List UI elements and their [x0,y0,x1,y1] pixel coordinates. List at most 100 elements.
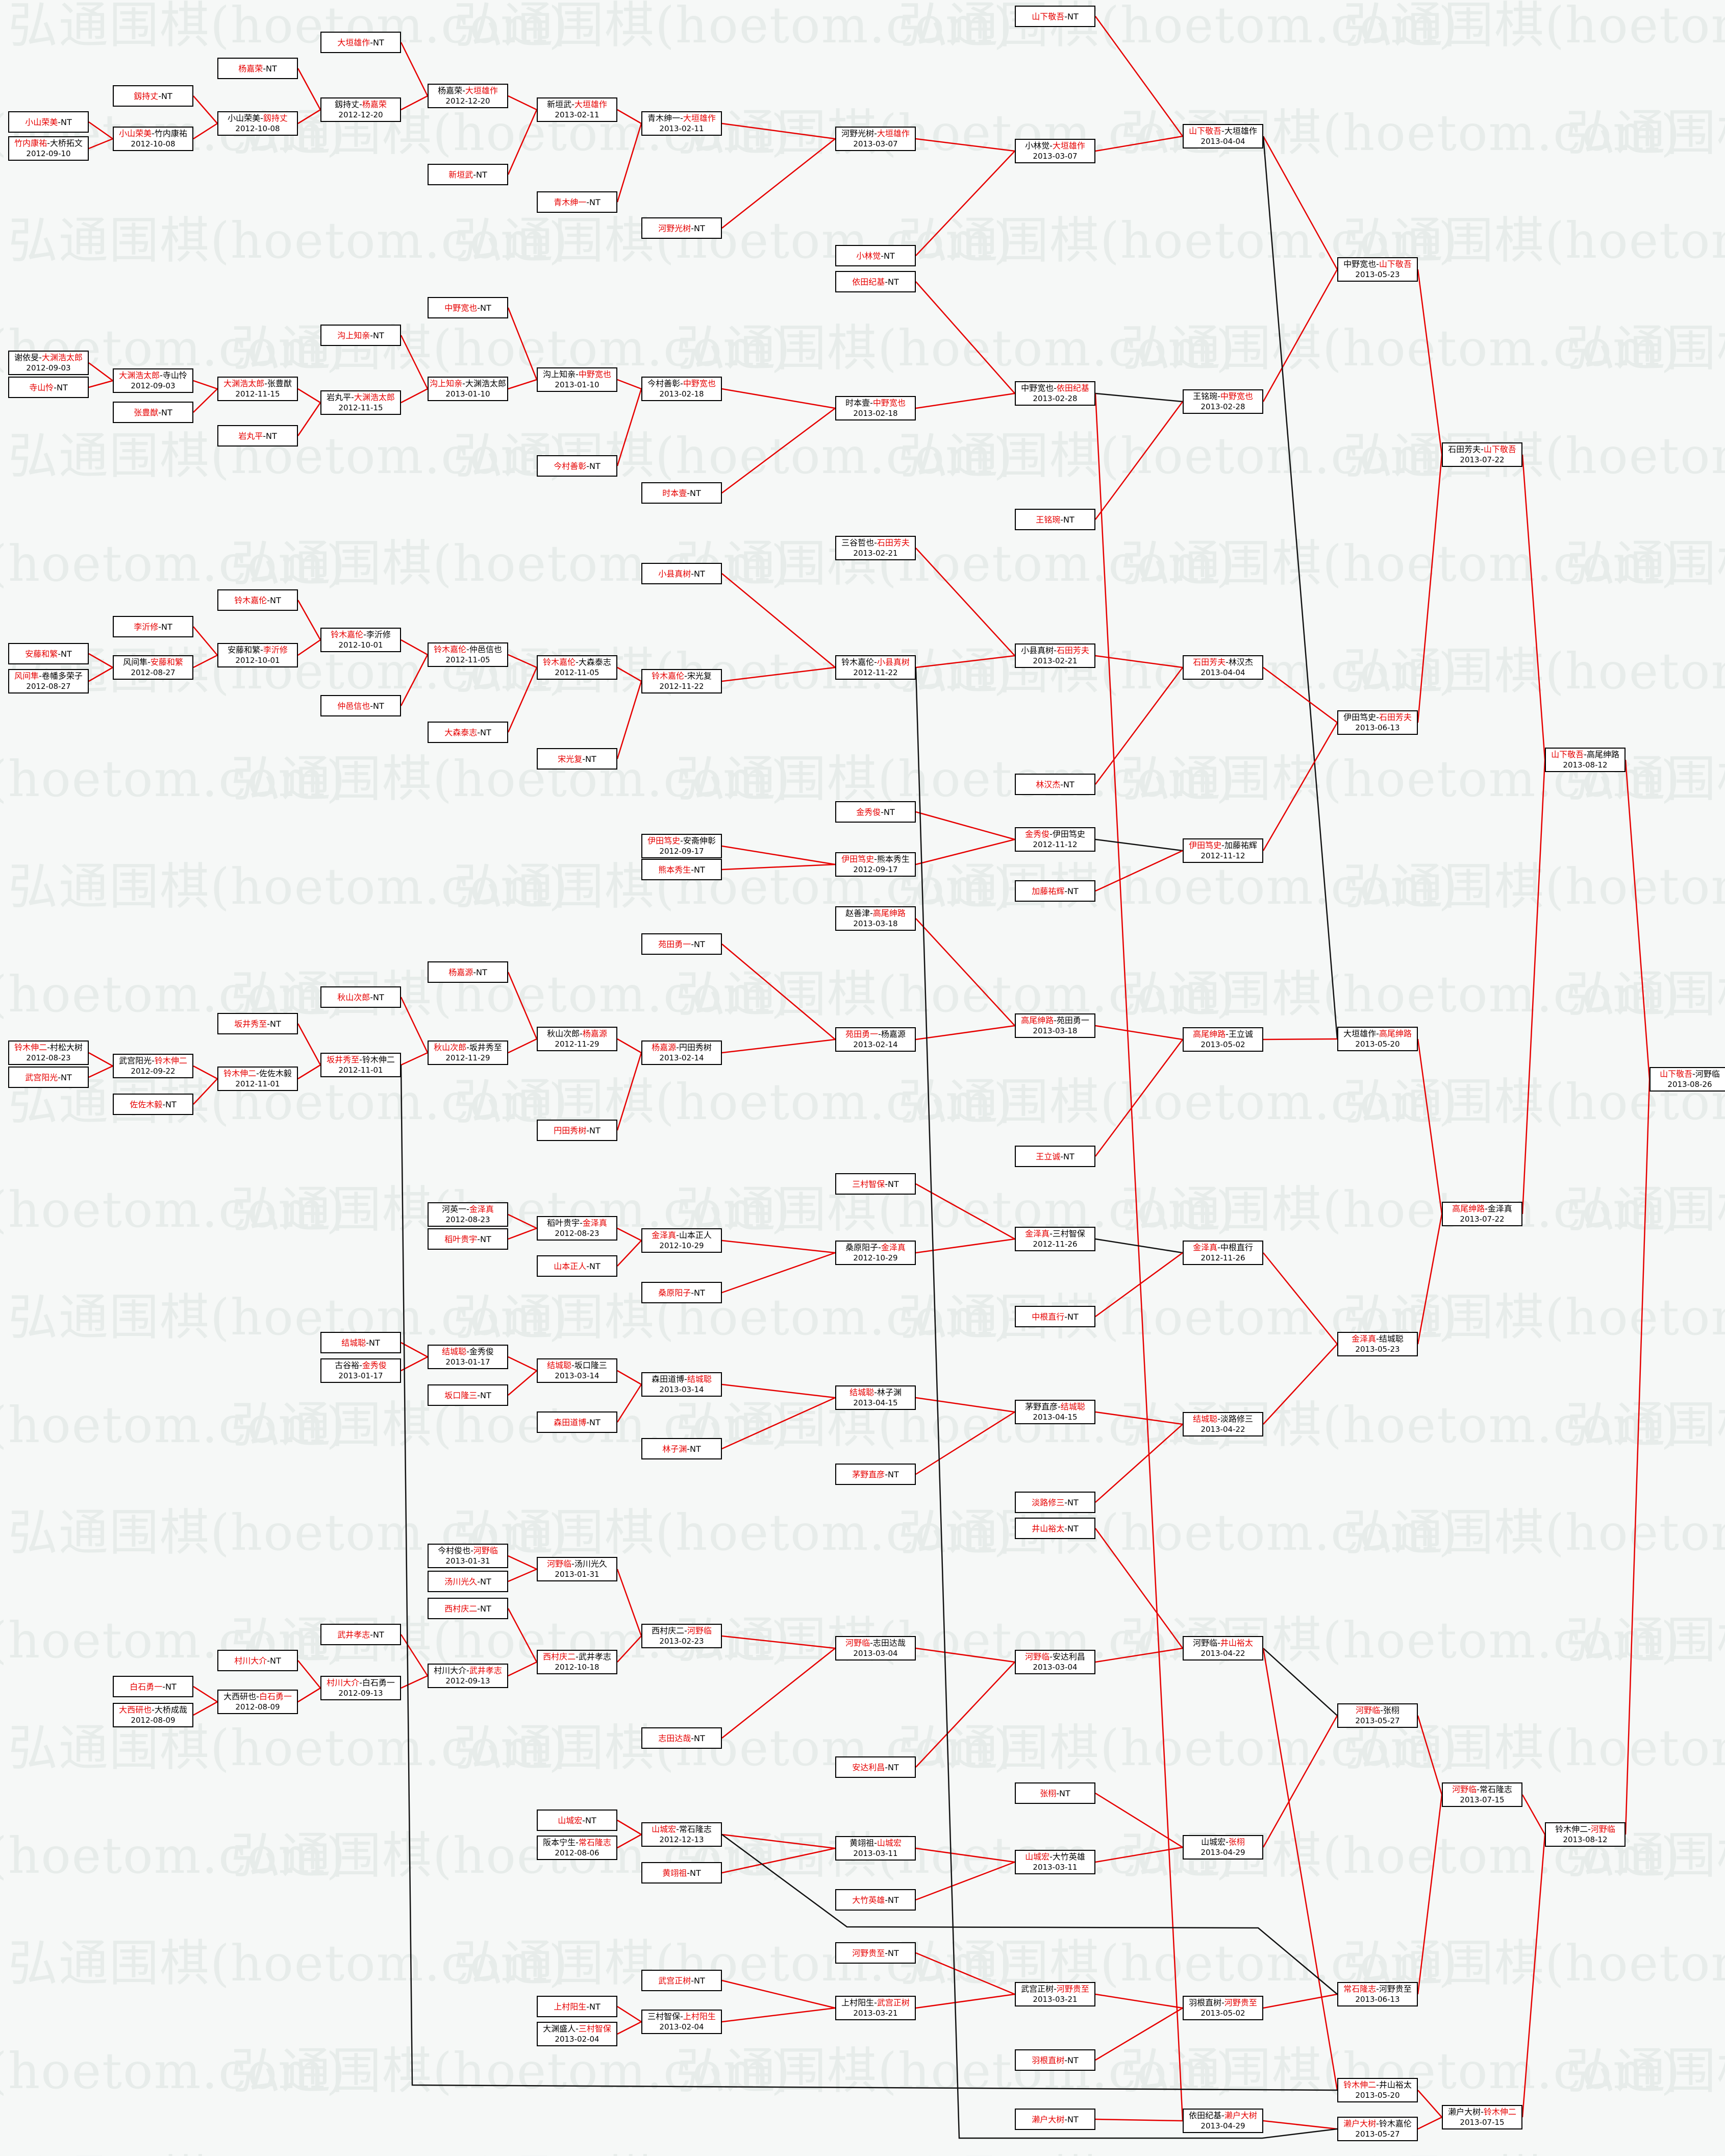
match-box[interactable]: 中野宽也-山下敬吾 2013-05-23 [1337,257,1418,282]
player-seed-box[interactable]: 武井孝志-NT [320,1624,401,1645]
match-box[interactable]: 伊田笃史-加藤祐辉 2012-11-12 [1183,838,1263,863]
match-box[interactable]: 羽根直树-河野贵至 2013-05-02 [1183,1996,1263,2020]
match-box[interactable]: 小县真树-石田芳夫 2013-02-21 [1015,643,1095,668]
match-box[interactable]: 结城聪-坂口隆三 2013-03-14 [537,1358,617,1383]
player-seed-box[interactable]: 山下敬吾-NT [1015,6,1095,27]
player-seed-box[interactable]: 小县真树-NT [641,563,722,584]
match-box[interactable]: 秋山次郎-杨嘉源 2012-11-29 [537,1027,617,1051]
match-box[interactable]: 大西研也-大桥成哉 2012-08-09 [113,1703,193,1727]
player-seed-box[interactable]: 山本正人-NT [537,1255,617,1277]
match-box[interactable]: 濑户大树-铃木嘉伦 2013-05-27 [1337,2117,1418,2141]
player-seed-box[interactable]: 釼持丈-NT [113,85,193,107]
match-box[interactable]: 桑原阳子-金泽真 2012-10-29 [835,1241,916,1265]
match-box[interactable]: 村川大介-白石勇一 2012-09-13 [320,1676,401,1700]
match-box[interactable]: 结城聪-林子渊 2013-04-15 [835,1385,916,1410]
match-box[interactable]: 铃木伸二-村松大树 2012-08-23 [8,1040,89,1065]
match-box[interactable]: 沟上知亲-中野宽也 2013-01-10 [537,367,617,392]
player-seed-box[interactable]: 白石勇一-NT [113,1676,193,1697]
match-box[interactable]: 河野光树-大垣雄作 2013-03-07 [835,127,916,151]
player-seed-box[interactable]: 新垣武-NT [428,164,508,185]
match-box[interactable]: 山城宏-张栩 2013-04-29 [1183,1835,1263,1860]
match-box[interactable]: 河野临-常石隆志 2013-07-15 [1442,1782,1522,1807]
player-seed-box[interactable]: 坂井秀至-NT [217,1013,298,1034]
player-seed-box[interactable]: 秋山次郎-NT [320,986,401,1008]
match-box[interactable]: 伊田笃史-安斋伸彰 2012-09-17 [641,834,722,858]
match-box[interactable]: 赵善津-高尾绅路 2013-03-18 [835,906,916,931]
match-box[interactable]: 铃木伸二-佐佐木毅 2012-11-01 [217,1067,298,1091]
match-box[interactable]: 釼持丈-杨嘉荣 2012-12-20 [320,97,401,122]
match-box[interactable]: 山城宏-大竹英雄 2013-03-11 [1015,1850,1095,1874]
player-seed-box[interactable]: 沟上知亲-NT [320,325,401,346]
player-seed-box[interactable]: 稻叶贵宇-NT [428,1228,508,1250]
match-box[interactable]: 岩丸平-大渊浩太郎 2012-11-15 [320,390,401,415]
match-box[interactable]: 王铭琬-中野宽也 2013-02-28 [1183,389,1263,414]
player-seed-box[interactable]: 河野光树-NT [641,217,722,239]
match-box[interactable]: 河野临-安达利昌 2013-03-04 [1015,1650,1095,1674]
match-box[interactable]: 常石隆志-河野贵至 2013-06-13 [1337,1982,1418,2006]
match-box[interactable]: 古谷裕-金秀俊 2013-01-17 [320,1358,401,1383]
player-seed-box[interactable]: 依田纪基-NT [835,271,916,292]
player-seed-box[interactable]: 小山荣美-NT [8,111,89,133]
match-box[interactable]: 高尾绅路-金泽真 2013-07-22 [1442,1202,1522,1226]
player-seed-box[interactable]: 上村阳生-NT [537,1996,617,2017]
match-box[interactable]: 今村善彰-中野宽也 2013-02-18 [641,377,722,401]
player-seed-box[interactable]: 汤川光久-NT [428,1571,508,1592]
player-seed-box[interactable]: 岩丸平-NT [217,425,298,447]
match-box[interactable]: 茅野直彦-结城聪 2013-04-15 [1015,1400,1095,1424]
match-box[interactable]: 金泽真-三村智保 2012-11-26 [1015,1227,1095,1251]
match-box[interactable]: 坂井秀至-铃木伸二 2012-11-01 [320,1053,401,1077]
match-box[interactable]: 今村俊也-河野临 2013-01-31 [428,1544,508,1568]
player-seed-box[interactable]: 大竹英雄-NT [835,1889,916,1911]
player-seed-box[interactable]: 中野宽也-NT [428,297,508,318]
player-seed-box[interactable]: 西村庆二-NT [428,1598,508,1619]
player-seed-box[interactable]: 张豊猷-NT [113,402,193,423]
match-box[interactable]: 黄翊祖-山城宏 2013-03-11 [835,1836,916,1861]
player-seed-box[interactable]: 中根直行-NT [1015,1306,1095,1327]
player-seed-box[interactable]: 林汉杰-NT [1015,774,1095,795]
player-seed-box[interactable]: 羽根直树-NT [1015,2049,1095,2071]
player-seed-box[interactable]: 安达利昌-NT [835,1756,916,1778]
match-box[interactable]: 大垣雄作-高尾绅路 2013-05-20 [1337,1027,1418,1051]
player-seed-box[interactable]: 安藤和繁-NT [8,643,89,664]
match-box[interactable]: 铃木嘉伦-李沂修 2012-10-01 [320,628,401,652]
player-seed-box[interactable]: 王铭琬-NT [1015,509,1095,530]
match-box[interactable]: 武宫阳光-铃木伸二 2012-09-22 [113,1054,193,1078]
match-box[interactable]: 上村阳生-武宫正树 2013-03-21 [835,1996,916,2020]
player-seed-box[interactable]: 武宫正树-NT [641,1970,722,1991]
player-seed-box[interactable]: 武宫阳光-NT [8,1067,89,1088]
match-box[interactable]: 石田芳夫-林汉杰 2013-04-04 [1183,655,1263,680]
match-box[interactable]: 铃木伸二-河野临 2013-08-12 [1545,1822,1626,1847]
match-box[interactable]: 铃木嘉伦-宋光复 2012-11-22 [641,669,722,693]
match-box[interactable]: 山下敬吾-大垣雄作 2013-04-04 [1183,124,1263,148]
match-box[interactable]: 风间隼-安藤和繁 2012-08-27 [113,655,193,680]
match-box[interactable]: 竹内康祐-大桥拓文 2012-09-10 [8,136,89,161]
match-box[interactable]: 时本壹-中野宽也 2013-02-18 [835,396,916,420]
match-box[interactable]: 伊田笃史-石田芳夫 2013-06-13 [1337,710,1418,735]
match-box[interactable]: 青木绅一-大垣雄作 2013-02-11 [641,111,722,136]
player-seed-box[interactable]: 李沂修-NT [113,616,193,637]
match-box[interactable]: 新垣武-大垣雄作 2013-02-11 [537,97,617,122]
player-seed-box[interactable]: 加藤祐辉-NT [1015,880,1095,902]
match-box[interactable]: 谢依旻-大渊浩太郎 2012-09-03 [8,351,89,375]
player-seed-box[interactable]: 今村善彰-NT [537,455,617,477]
player-seed-box[interactable]: 桑原阳子-NT [641,1282,722,1303]
player-seed-box[interactable]: 濑户大树-NT [1015,2109,1095,2130]
match-box[interactable]: 伊田笃史-熊本秀生 2012-09-17 [835,852,916,877]
match-box[interactable]: 河野临-张栩 2013-05-27 [1337,1703,1418,1728]
match-box[interactable]: 中野宽也-依田纪基 2013-02-28 [1015,381,1095,406]
player-seed-box[interactable]: 寺山怜-NT [8,377,89,398]
match-box[interactable]: 铃木嘉伦-仲邑信也 2012-11-05 [428,642,508,667]
match-box[interactable]: 沟上知亲-大渊浩太郎 2013-01-10 [428,377,508,401]
player-seed-box[interactable]: 林子渊-NT [641,1438,722,1459]
match-box[interactable]: 大渊浩太郎-寺山怜 2012-09-03 [113,368,193,393]
player-seed-box[interactable]: 大垣雄作-NT [320,32,401,53]
player-seed-box[interactable]: 井山裕太-NT [1015,1518,1095,1539]
match-box[interactable]: 村川大介-武井孝志 2012-09-13 [428,1664,508,1688]
player-seed-box[interactable]: 三村智保-NT [835,1173,916,1195]
player-seed-box[interactable]: 黄翊祖-NT [641,1862,722,1884]
player-seed-box[interactable]: 苑田勇一-NT [641,933,722,955]
player-seed-box[interactable]: 青木绅一-NT [537,191,617,213]
match-box[interactable]: 小林觉-大垣雄作 2013-03-07 [1015,139,1095,163]
match-box[interactable]: 武宫正树-河野贵至 2013-03-21 [1015,1982,1095,2006]
match-box[interactable]: 大西研也-白石勇一 2012-08-09 [217,1690,298,1714]
